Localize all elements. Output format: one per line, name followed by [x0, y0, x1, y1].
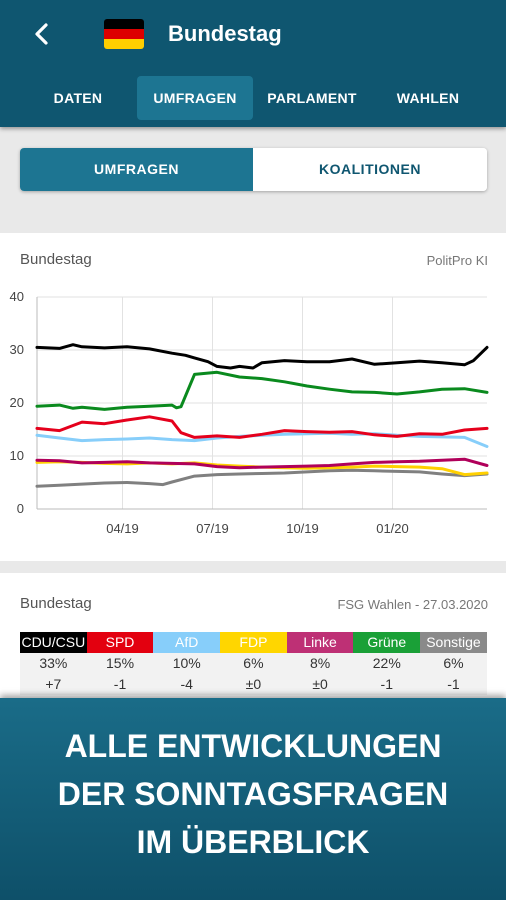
party-change-cell: ±0	[286, 674, 354, 695]
page-title: Bundestag	[168, 21, 282, 46]
party-change-cell: +7	[20, 674, 87, 695]
poll-chart-card: Bundestag PolitPro KI 0 10 20 30 40 04/19 07/1…	[0, 233, 506, 561]
flag-stripe-black	[104, 19, 144, 29]
view-segmented-control: UMFRAGEN KOALITIONEN	[20, 148, 487, 191]
party-change-row: +7 -1 -4 ±0 ±0 -1 -1	[20, 674, 487, 695]
party-name-row: CDU/CSU SPD AfD FDP Linke Grüne Sonstige	[20, 632, 487, 653]
party-percent-cell: 33%	[20, 653, 87, 674]
party-percent-cell: 10%	[153, 653, 221, 674]
x-tick-label: 01/20	[376, 521, 409, 536]
series-line	[35, 343, 489, 370]
party-change-cell: -1	[420, 674, 487, 695]
promo-banner: ALLE ENTWICKLUNGEN DER SONNTAGSFRAGEN IM…	[0, 698, 506, 900]
x-tick-label: 07/19	[196, 521, 229, 536]
party-change-cell: ±0	[220, 674, 287, 695]
party-name-cell: SPD	[86, 632, 154, 653]
results-card-source: FSG Wahlen - 27.03.2020	[337, 597, 488, 612]
party-change-cell: -1	[353, 674, 421, 695]
party-name-cell: FDP	[220, 632, 287, 653]
party-percent-cell: 6%	[220, 653, 287, 674]
series-line	[35, 457, 489, 470]
poll-line-chart: 0 10 20 30 40 04/19 07/19 10/19 01/20	[10, 289, 489, 536]
y-tick-label: 20	[10, 395, 24, 410]
results-card-title: Bundestag	[20, 595, 92, 612]
party-change-cell: -4	[153, 674, 221, 695]
series-line	[35, 415, 489, 439]
series-line	[35, 370, 489, 411]
back-arrow-icon	[35, 23, 48, 45]
y-tick-label: 10	[10, 448, 24, 463]
segment-umfragen[interactable]: UMFRAGEN	[20, 148, 253, 191]
tab-parlament[interactable]: PARLAMENT	[267, 90, 357, 106]
germany-flag-icon	[104, 19, 144, 49]
x-tick-label: 10/19	[286, 521, 319, 536]
y-tick-label: 0	[17, 501, 24, 516]
party-change-cell: -1	[86, 674, 154, 695]
party-percent-row: 33% 15% 10% 6% 8% 22% 6%	[20, 653, 487, 674]
banner-line-3: IM ÜBERBLICK	[136, 824, 370, 860]
flag-stripe-gold	[104, 39, 144, 49]
party-percent-cell: 6%	[420, 653, 487, 674]
tab-daten[interactable]: DATEN	[53, 90, 103, 106]
party-name-cell: AfD	[153, 632, 221, 653]
chart-card-source: PolitPro KI	[426, 253, 488, 268]
banner-line-1: ALLE ENTWICKLUNGEN	[64, 728, 442, 764]
x-tick-label: 04/19	[106, 521, 139, 536]
party-name-cell: Sonstige	[420, 632, 487, 653]
tab-umfragen[interactable]: UMFRAGEN	[137, 76, 253, 120]
party-name-cell: Grüne	[353, 632, 421, 653]
back-button[interactable]	[24, 18, 60, 50]
main-tabs: DATEN UMFRAGEN PARLAMENT WAHLEN	[0, 76, 506, 120]
party-results-table: CDU/CSU SPD AfD FDP Linke Grüne Sonstige 33% 15…	[20, 632, 487, 695]
party-percent-cell: 15%	[86, 653, 154, 674]
app-bar: Bundestag DATEN UMFRAGEN PARLAMENT WAHLE…	[0, 0, 506, 127]
segment-koalitionen[interactable]: KOALITIONEN	[253, 148, 487, 191]
party-percent-cell: 8%	[286, 653, 354, 674]
banner-line-2: DER SONNTAGSFRAGEN	[57, 776, 449, 812]
y-tick-label: 40	[10, 289, 24, 304]
party-name-cell: Linke	[286, 632, 354, 653]
party-percent-cell: 22%	[353, 653, 421, 674]
y-tick-label: 30	[10, 342, 24, 357]
party-name-cell: CDU/CSU	[20, 632, 87, 653]
flag-stripe-red	[104, 29, 144, 39]
tab-wahlen[interactable]: WAHLEN	[396, 90, 460, 106]
chart-card-title: Bundestag	[20, 251, 92, 268]
series-line	[35, 468, 489, 488]
